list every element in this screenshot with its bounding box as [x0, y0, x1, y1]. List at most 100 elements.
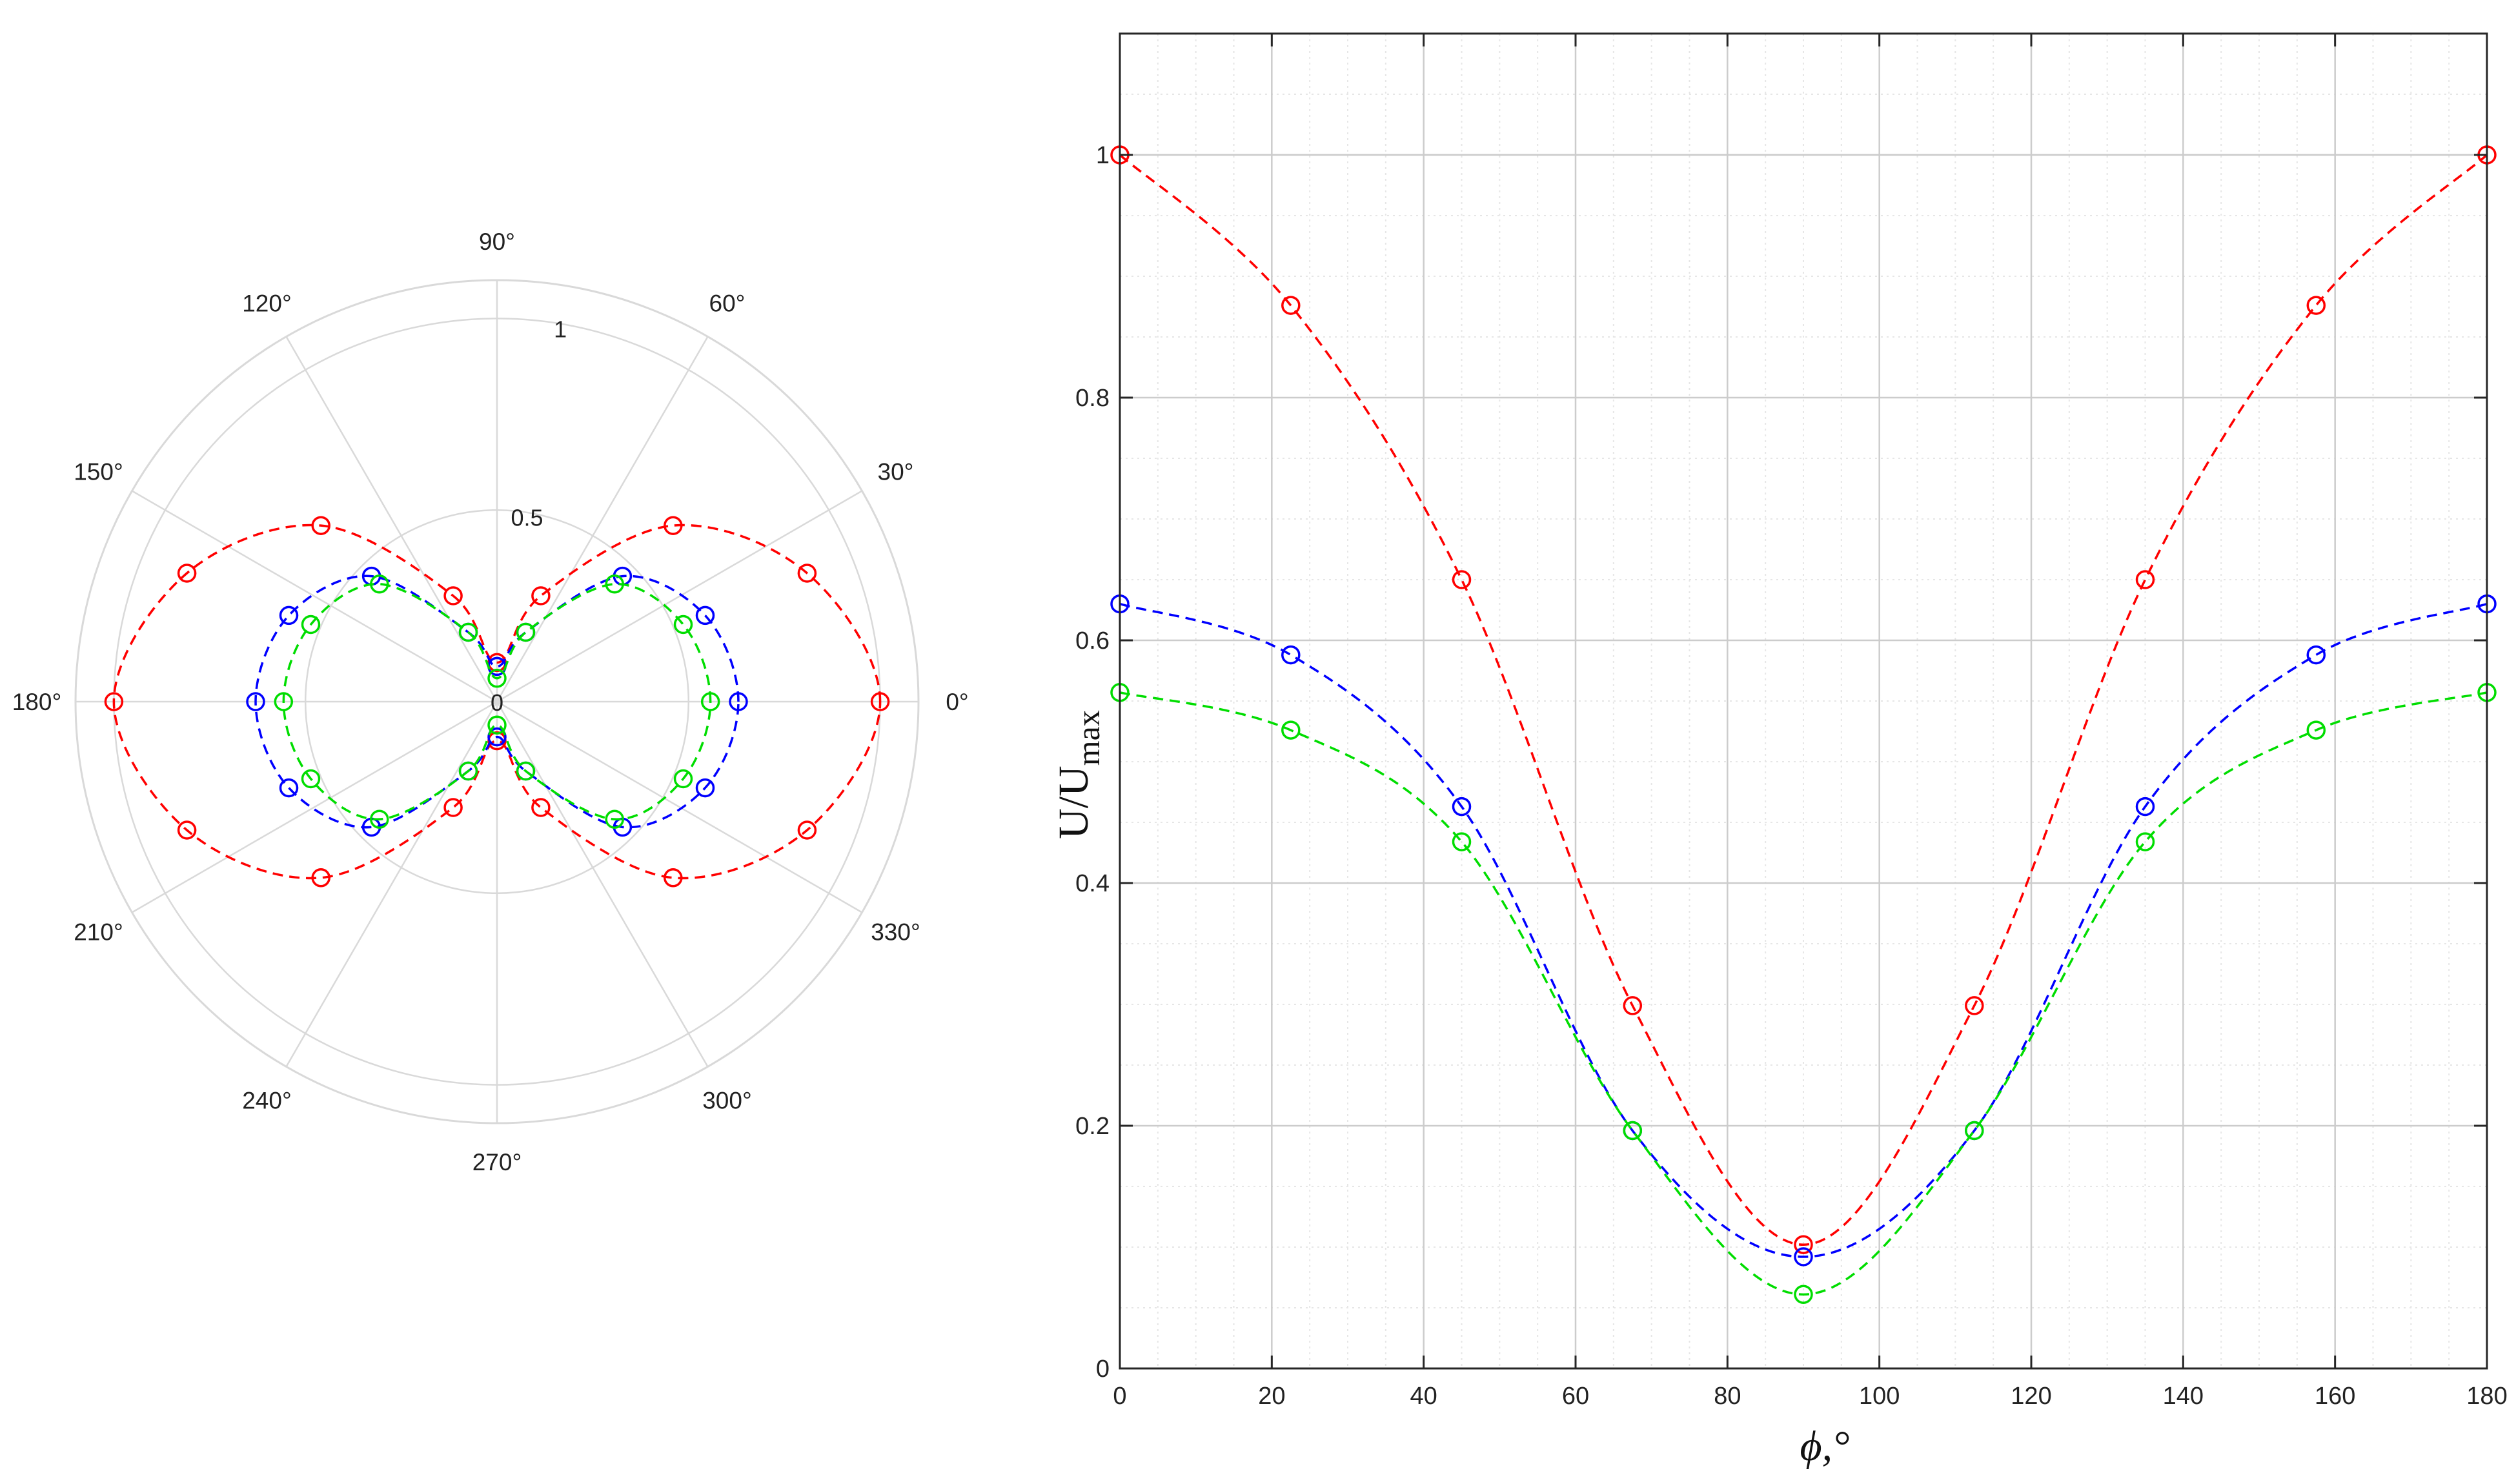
polar-data-point [700, 692, 720, 711]
line-chart-axes [1119, 32, 2488, 1370]
x-tick-label: 160 [2315, 1383, 2355, 1410]
polar-angle-tick-label: 150° [74, 459, 123, 485]
line-data-point [1452, 797, 1472, 817]
polar-data-point [673, 615, 693, 635]
polar-tick-labels: 0 0.5 1 0° 30° 60° 90° 120° 150° 180° 210° 240° 270°… [12, 229, 969, 1175]
line-data-point [1452, 570, 1472, 589]
polar-data-point [673, 769, 693, 789]
polar-data-point [443, 798, 463, 817]
y-axis-label: U/Umax [1050, 710, 1106, 839]
line-series-path [1119, 691, 2488, 1296]
line-data-point [1452, 832, 1472, 851]
polar-chart: 0 0.5 1 0° 30° 60° 90° 120° 150° 180° 210° 240° 270°… [12, 229, 969, 1175]
polar-radial-tick-label: 0 [491, 689, 503, 716]
polar-data-point [458, 622, 478, 642]
polar-data-point [274, 692, 294, 711]
polar-spoke [285, 336, 498, 702]
polar-spoke [496, 701, 709, 1068]
y-axis-label-subscript: max [1070, 710, 1106, 766]
polar-data-point [516, 761, 536, 781]
polar-data-point [531, 586, 551, 605]
polar-data-point [443, 586, 463, 605]
line-data-point [2135, 570, 2155, 589]
x-tick-label: 140 [2163, 1383, 2204, 1410]
line-chart: 0 20 40 60 80 100 120 140 160 180 0 0.2 0.4 0.6 0.8 1 ϕ… [1050, 32, 2508, 1470]
line-data-point [1794, 1247, 1813, 1266]
polar-radial-tick-label: 1 [554, 316, 567, 342]
polar-data-point [370, 809, 389, 829]
line-chart-series-layer [1110, 145, 2497, 1305]
polar-data-point [797, 564, 817, 583]
polar-angle-tick-label: 120° [242, 290, 292, 317]
polar-series [274, 574, 720, 829]
polar-data-point [605, 809, 624, 829]
polar-spoke [496, 490, 863, 703]
polar-data-point [279, 778, 299, 798]
polar-data-point [695, 605, 715, 625]
polar-angle-tick-label: 60° [709, 290, 746, 317]
x-tick-label: 180 [2466, 1383, 2507, 1410]
line-data-point [1623, 1121, 1643, 1141]
polar-angle-tick-label: 90° [479, 229, 515, 255]
polar-spoke [131, 490, 498, 703]
line-data-point [1965, 1121, 1984, 1141]
line-chart-grid [1119, 33, 2488, 1370]
polar-angle-tick-label: 270° [472, 1149, 522, 1175]
polar-data-point [487, 669, 507, 688]
polar-data-point [664, 868, 683, 888]
y-tick-label: 0.8 [1075, 385, 1110, 412]
polar-spoke [496, 700, 863, 913]
polar-data-point [487, 715, 507, 735]
y-tick-label: 1 [1096, 142, 1110, 169]
polar-angle-tick-label: 0° [946, 689, 968, 715]
line-data-point [2306, 720, 2326, 740]
polar-spoke [131, 700, 498, 913]
polar-data-point [370, 574, 389, 594]
polar-data-point [695, 778, 715, 798]
polar-outer-ring [74, 279, 920, 1124]
x-tick-label: 20 [1258, 1383, 1285, 1410]
line-data-point [2135, 832, 2155, 851]
polar-data-point [177, 564, 197, 583]
polar-data-point [246, 692, 265, 711]
polar-data-point [311, 516, 330, 535]
line-data-point [1623, 996, 1643, 1015]
polar-spoke [496, 336, 709, 702]
polar-spoke [285, 701, 498, 1068]
x-tick-label: 0 [1113, 1383, 1126, 1410]
line-data-point [1794, 1235, 1813, 1254]
y-tick-label: 0.2 [1075, 1113, 1110, 1140]
polar-series [104, 516, 890, 888]
x-tick-label: 80 [1714, 1383, 1741, 1410]
plot-box [1119, 32, 2488, 1370]
polar-data-point [279, 605, 299, 625]
polar-data-point [301, 769, 321, 789]
x-tick-label: 100 [1859, 1383, 1900, 1410]
polar-data-point [311, 868, 330, 888]
y-tick-label: 0 [1096, 1356, 1110, 1383]
line-data-point [1281, 296, 1301, 315]
polar-data-point [516, 622, 536, 642]
line-data-point [1794, 1285, 1813, 1305]
line-series-path [1119, 602, 2488, 1258]
x-tick-label: 40 [1410, 1383, 1437, 1410]
polar-data-point [531, 798, 551, 817]
polar-radial-tick-label: 0.5 [511, 505, 543, 531]
polar-angle-tick-label: 180° [12, 689, 62, 715]
polar-data-point [870, 692, 890, 711]
line-data-point [1965, 996, 1984, 1015]
polar-data-point [301, 615, 321, 635]
line-data-point [2135, 797, 2155, 817]
y-tick-label: 0.6 [1075, 627, 1110, 655]
line-data-point [2306, 296, 2326, 315]
polar-angle-tick-label: 240° [242, 1088, 292, 1114]
x-tick-label: 60 [1562, 1383, 1589, 1410]
polar-ring [304, 509, 690, 895]
polar-data-point [104, 692, 124, 711]
polar-angle-tick-label: 30° [878, 459, 914, 485]
polar-data-point [729, 692, 748, 711]
polar-data-point [605, 574, 624, 594]
y-tick-label: 0.4 [1075, 870, 1110, 897]
